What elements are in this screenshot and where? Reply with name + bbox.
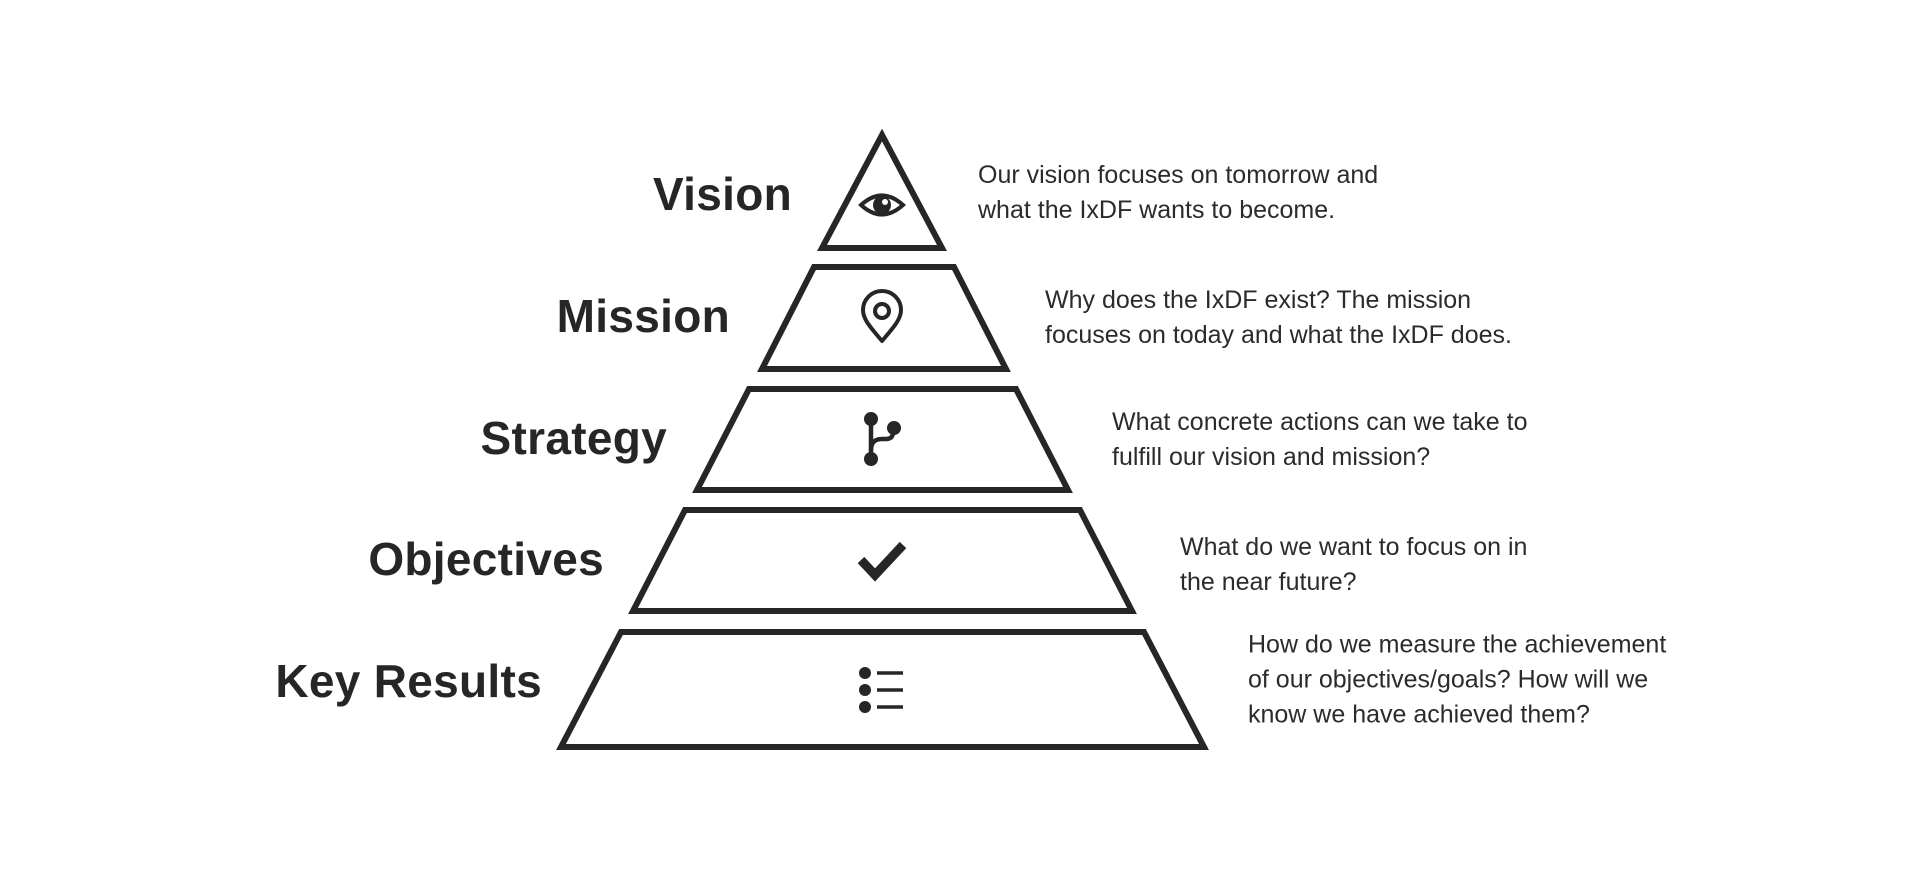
branch-icon xyxy=(864,412,901,466)
checkmark-icon xyxy=(857,541,907,582)
key-results-description-line: How do we measure the achievement xyxy=(1248,630,1667,659)
objectives-description: What do we want to focus on in the near … xyxy=(1180,530,1527,600)
key-results-label: Key Results xyxy=(275,655,542,707)
vision-description-line: Our vision focuses on tomorrow and xyxy=(978,161,1379,189)
mission-description-line: focuses on today and what the IxDF does. xyxy=(1045,321,1512,349)
objectives-description-line: What do we want to focus on in xyxy=(1180,533,1528,561)
key-results-tier-shape xyxy=(556,629,1209,750)
mission-description-line: Why does the IxDF exist? The mission xyxy=(1045,286,1472,314)
list-icon xyxy=(859,667,903,713)
strategy-label: Strategy xyxy=(480,412,667,464)
strategy-description-line: fulfill our vision and mission? xyxy=(1112,443,1431,471)
strategy-description-line: What concrete actions can we take to xyxy=(1112,408,1528,436)
vision-description-line: what the IxDF wants to become. xyxy=(978,196,1336,224)
mission-label: Mission xyxy=(556,290,730,342)
key-results-description-line: know we have achieved them? xyxy=(1248,700,1590,729)
location-pin-icon xyxy=(861,289,903,343)
vision-tier-shape xyxy=(817,128,947,251)
objectives-tier-shape xyxy=(628,507,1137,614)
objectives-label: Objectives xyxy=(368,533,604,585)
mission-tier-shape xyxy=(757,264,1011,372)
mission-description: Why does the IxDF exist? The mission foc… xyxy=(1045,283,1512,353)
vision-description: Our vision focuses on tomorrow and what … xyxy=(978,158,1378,228)
key-results-description: How do we measure the achievement of our… xyxy=(1248,628,1666,733)
objectives-description-line: the near future? xyxy=(1180,568,1357,596)
vision-label: Vision xyxy=(653,168,792,220)
eye-icon xyxy=(858,193,906,217)
strategy-tier-shape xyxy=(692,386,1073,493)
strategy-description: What concrete actions can we take to ful… xyxy=(1112,405,1528,475)
key-results-description-line: of our objectives/goals? How will we xyxy=(1248,665,1649,694)
